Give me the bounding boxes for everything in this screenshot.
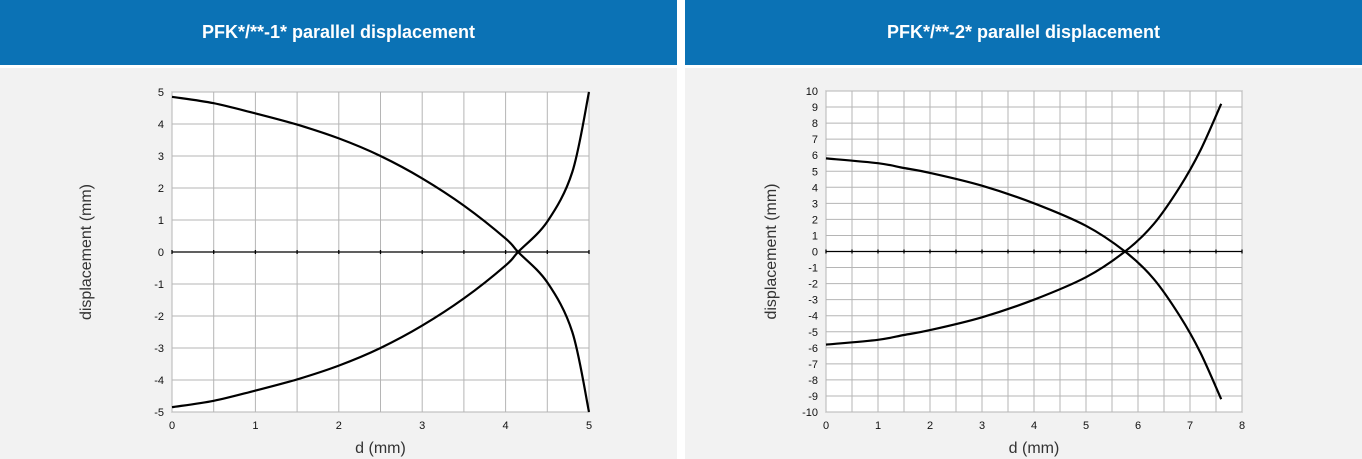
x-tick-label: 4 [1031,420,1037,432]
series-line-2 [825,103,1223,346]
y-tick-label: -1 [154,279,164,291]
y-tick-label: 0 [158,247,164,259]
chart-svg: 0 1 2 3 4 5 5 4 3 2 1 0 -1 -2 -3 -4 -5 d (mm) displacement… [78,87,592,457]
y-tick-label: 1 [158,215,164,227]
chart-area: 0 1 2 3 4 5 6 7 8 10 9 8 7 6 5 4 3 2 1 0 -1 -2 -3 -4 -5 -6 -7 -8 -9-… [685,68,1362,459]
chart-area: 0 1 2 3 4 5 5 4 3 2 1 0 -1 -2 -3 -4 -5 d (mm) displacement… [0,68,677,459]
y-tick-label: 1 [812,230,818,242]
x-tick-label: 2 [336,420,342,432]
y-tick-label: -6 [808,343,818,355]
x-axis-label: d (mm) [355,440,406,457]
x-tick-label: 3 [979,420,985,432]
y-axis-label: displacement (mm) [763,183,780,319]
x-tick-label: 4 [503,420,509,432]
chart-svg: 0 1 2 3 4 5 6 7 8109876543210-1-2-3-4-5-6-7-8-9-… [763,86,1245,457]
y-tick-label: 2 [812,214,818,226]
y-tick-label: 5 [812,166,818,178]
chart-panel-1: PFK*/**-1* parallel displacement 0 1 2 3 4 5 5… [0,0,677,459]
y-tick-label: -2 [808,279,818,291]
y-tick-label: 0 [812,247,818,259]
y-tick-label: 9 [812,102,818,114]
x-tick-label: 5 [1083,420,1089,432]
x-tick-label: 1 [875,420,881,432]
y-tick-label: -4 [154,375,164,387]
y-tick-label: -10 [802,407,818,419]
y-tick-label: 2 [158,183,164,195]
x-axis-label: d (mm) [1009,440,1060,457]
x-tick-label: 0 [169,420,175,432]
y-tick-label: -3 [154,343,164,355]
y-tick-label: -2 [154,311,164,323]
x-tick-label: 0 [823,420,829,432]
chart-panel-2: PFK*/**-2* parallel displacement 0 1 2 3 4 5 6… [685,0,1362,459]
y-tick-label: -4 [808,311,818,323]
x-tick-label: 3 [419,420,425,432]
y-tick-label: 7 [812,134,818,146]
chart-title: PFK*/**-2* parallel displacement [685,0,1362,65]
y-tick-label: 10 [806,86,818,98]
x-tick-label: 1 [252,420,258,432]
y-axis-label: displacement (mm) [78,184,95,320]
y-tick-label: 3 [812,198,818,210]
y-tick-label: -5 [808,327,818,339]
y-tick-label: 5 [158,87,164,99]
y-tick-label: -5 [154,407,164,419]
x-tick-label: 8 [1239,420,1245,432]
y-tick-label: 3 [158,151,164,163]
y-tick-label: -3 [808,295,818,307]
y-tick-label: 4 [158,119,164,131]
y-tick-label: 8 [812,118,818,130]
x-tick-label: 5 [586,420,592,432]
x-tick-label: 6 [1135,420,1141,432]
y-tick-label: -8 [808,375,818,387]
y-tick-label: -9 [808,391,818,403]
y-tick-label: -1 [808,263,818,275]
chart-title: PFK*/**-1* parallel displacement [0,0,677,65]
series-line-1 [825,157,1223,400]
y-tick-label: -7 [808,359,818,371]
y-tick-label: 4 [812,182,818,194]
x-tick-label: 7 [1187,420,1193,432]
x-tick-label: 2 [927,420,933,432]
series-line-2 [171,91,591,409]
y-tick-label: 6 [812,150,818,162]
series-line-1 [171,95,591,413]
